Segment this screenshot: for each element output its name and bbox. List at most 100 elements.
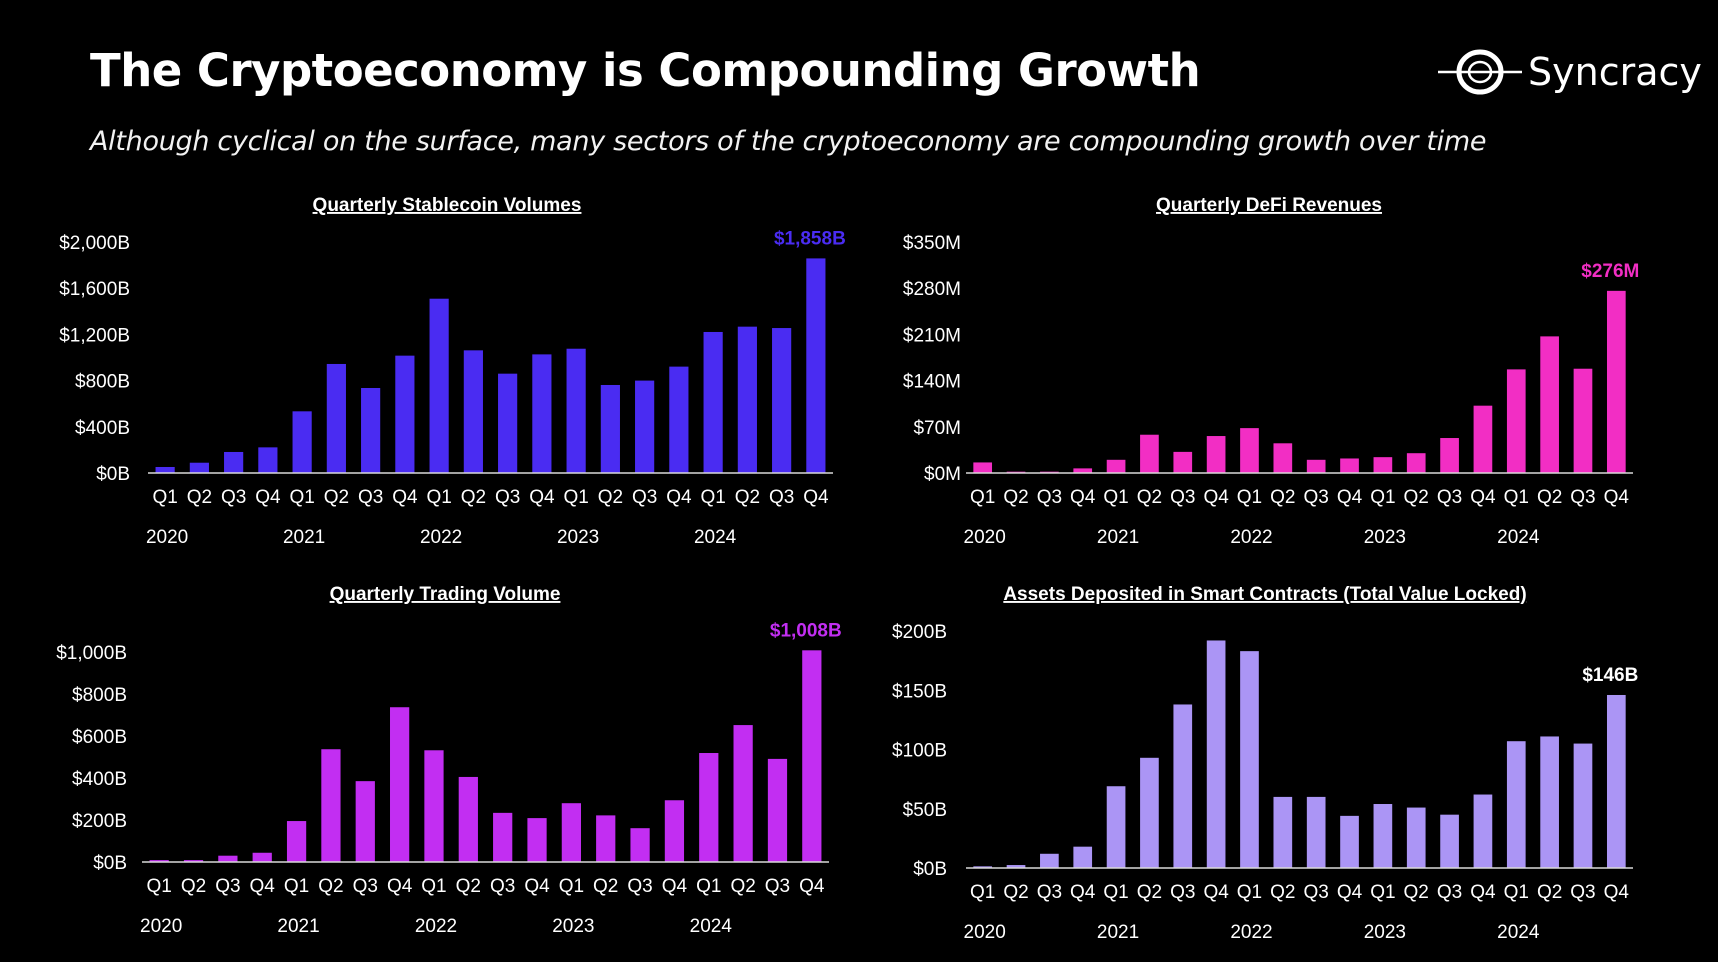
chart-title: Assets Deposited in Smart Contracts (Tot… xyxy=(1003,584,1526,605)
x-tick-label: Q2 xyxy=(1404,487,1429,508)
bar xyxy=(1406,453,1426,473)
bar xyxy=(1340,458,1359,473)
y-tick-label: $1,600B xyxy=(59,279,130,300)
bar xyxy=(973,866,993,868)
year-label: 2020 xyxy=(140,916,182,937)
y-tick-label: $200B xyxy=(72,811,127,832)
bar xyxy=(149,860,169,862)
x-tick-label: Q3 xyxy=(1037,487,1062,508)
bar xyxy=(1106,786,1126,868)
y-tick-label: $0B xyxy=(93,853,127,874)
year-label: 2023 xyxy=(1364,527,1406,548)
x-tick-label: Q3 xyxy=(1170,882,1195,903)
x-tick-label: Q1 xyxy=(1504,487,1529,508)
x-tick-label: Q2 xyxy=(1537,882,1562,903)
x-tick-label: Q2 xyxy=(593,876,618,897)
x-tick-label: Q4 xyxy=(1604,487,1630,508)
y-tick-label: $210M xyxy=(903,325,961,346)
bar xyxy=(1440,814,1459,868)
bar xyxy=(703,331,723,473)
x-tick-label: Q2 xyxy=(1537,487,1562,508)
x-tick-label: Q4 xyxy=(250,876,276,897)
x-tick-label: Q4 xyxy=(1337,882,1363,903)
bar xyxy=(737,326,757,473)
x-tick-label: Q3 xyxy=(495,487,520,508)
y-tick-label: $400B xyxy=(72,769,127,790)
x-tick-label: Q4 xyxy=(666,487,692,508)
x-tick-label: Q3 xyxy=(1303,487,1328,508)
y-tick-label: $0M xyxy=(924,464,961,485)
year-label: 2023 xyxy=(552,916,594,937)
x-tick-label: Q4 xyxy=(662,876,688,897)
x-tick-label: Q3 xyxy=(1303,882,1328,903)
bar xyxy=(566,348,586,473)
x-tick-label: Q3 xyxy=(358,487,383,508)
bar xyxy=(493,812,513,862)
x-tick-label: Q2 xyxy=(1137,487,1162,508)
bar xyxy=(1506,369,1526,473)
x-tick-label: Q1 xyxy=(970,882,995,903)
bar xyxy=(1506,741,1526,868)
bar xyxy=(635,380,655,473)
x-tick-label: Q1 xyxy=(284,876,309,897)
chart-title: Quarterly DeFi Revenues xyxy=(1156,195,1382,216)
bar xyxy=(1340,815,1359,868)
bar xyxy=(429,298,449,473)
data-label: $146B xyxy=(1582,665,1638,686)
x-tick-label: Q1 xyxy=(1237,487,1262,508)
bar xyxy=(321,749,341,862)
x-tick-label: Q4 xyxy=(529,487,555,508)
bar xyxy=(463,350,483,473)
bar xyxy=(1173,451,1193,473)
x-tick-label: Q1 xyxy=(1103,487,1128,508)
x-tick-label: Q2 xyxy=(1404,882,1429,903)
bar xyxy=(189,462,209,473)
bar xyxy=(806,258,826,473)
bar xyxy=(1306,796,1326,868)
bar xyxy=(1306,459,1326,473)
bar xyxy=(664,800,685,862)
x-tick-label: Q1 xyxy=(289,487,314,508)
x-tick-label: Q2 xyxy=(1003,882,1028,903)
x-tick-label: Q1 xyxy=(1103,882,1128,903)
year-label: 2022 xyxy=(1230,527,1272,548)
y-tick-label: $100B xyxy=(892,741,947,762)
x-tick-label: Q1 xyxy=(1237,882,1262,903)
bar xyxy=(1573,743,1593,868)
x-tick-label: Q3 xyxy=(765,876,790,897)
x-tick-label: Q1 xyxy=(696,876,721,897)
y-tick-label: $1,200B xyxy=(59,325,130,346)
bar xyxy=(1606,290,1626,473)
syncracy-logo: Syncracy xyxy=(1436,44,1702,100)
x-tick-label: Q2 xyxy=(598,487,623,508)
bar xyxy=(600,384,620,473)
bar xyxy=(1573,368,1593,473)
x-tick-label: Q3 xyxy=(1437,882,1462,903)
x-tick-label: Q2 xyxy=(1270,882,1295,903)
x-tick-label: Q4 xyxy=(524,876,550,897)
x-tick-label: Q4 xyxy=(387,876,413,897)
y-tick-label: $400B xyxy=(75,418,130,439)
x-tick-label: Q4 xyxy=(255,487,281,508)
bar xyxy=(183,860,204,862)
bar xyxy=(767,758,788,862)
x-tick-label: Q4 xyxy=(392,487,418,508)
x-tick-label: Q1 xyxy=(1504,882,1529,903)
x-tick-label: Q4 xyxy=(1203,487,1229,508)
x-tick-label: Q4 xyxy=(1070,487,1096,508)
bar xyxy=(1373,804,1393,868)
data-label: $1,858B xyxy=(774,228,846,249)
bar xyxy=(527,818,547,862)
x-tick-label: Q3 xyxy=(627,876,652,897)
page-title: The Cryptoeconomy is Compounding Growth xyxy=(90,44,1201,97)
bar xyxy=(1006,865,1026,868)
bar xyxy=(498,373,518,473)
bar xyxy=(1040,853,1059,868)
x-tick-label: Q2 xyxy=(730,876,755,897)
x-tick-label: Q3 xyxy=(490,876,515,897)
bar xyxy=(1406,807,1426,868)
y-tick-label: $2,000B xyxy=(59,233,130,254)
bar xyxy=(1173,704,1193,868)
x-tick-label: Q3 xyxy=(1437,487,1462,508)
x-tick-label: Q1 xyxy=(563,487,588,508)
